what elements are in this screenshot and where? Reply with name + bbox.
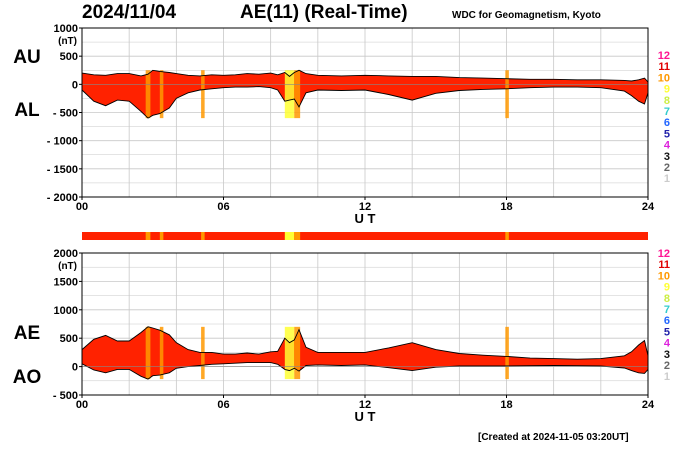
y-axis-unit: (nT) [58,36,77,47]
count-bar-fill [82,232,648,240]
count-highlight [145,70,151,119]
count-highlight [284,326,295,380]
count-highlight [145,326,151,380]
series-label-au: AU [13,47,40,68]
legend-count-label: 2 [664,162,670,174]
count-bar-highlight [201,232,205,240]
legend-count-label: 9 [664,84,670,96]
x-tick-label: 24 [642,201,655,213]
legend-count-label: 4 [664,140,671,152]
created-timestamp: [Created at 2024-11-05 03:20UT] [478,432,629,443]
legend-count-label: 10 [658,72,670,84]
y-tick-label: - 2000 [47,192,78,204]
legend-count-label: 9 [664,282,670,294]
envelope-area [82,326,648,380]
legend-count-label: 1 [664,173,670,185]
y-tick-label: - 1500 [47,164,78,176]
x-tick-label: 18 [500,399,512,411]
x-tick-label: 18 [500,201,512,213]
x-tick-label: 12 [359,201,371,213]
y-tick-label: - 1000 [47,136,78,148]
x-axis-label: U T [355,409,376,424]
y-tick-label: 1000 [54,23,78,35]
x-tick-label: 00 [76,201,88,213]
x-axis-label: U T [355,211,376,226]
count-highlight [505,326,509,380]
station-count-bar [82,232,648,240]
count-highlight [294,70,301,119]
y-tick-label: 500 [60,333,78,345]
legend-count-label: 12 [658,248,670,260]
x-tick-label: 00 [76,399,88,411]
legend-count-label: 1 [664,371,670,383]
legend-count-label: 3 [664,349,670,361]
legend-count-label: 12 [658,50,670,62]
series-label-al: AL [14,100,40,121]
count-highlight [159,70,164,119]
y-tick-label: - 500 [53,390,78,402]
al-series-line [81,86,649,119]
au-al-panel: 1000 500 0 - 500 - 1000 - 1500 - 2000 (nT) 00 06 1… [13,23,671,226]
legend-count-label: 11 [658,259,670,271]
count-highlight [505,70,509,119]
legend-count-label: 6 [664,117,670,129]
count-bar-highlight [284,232,295,240]
x-tick-label: 06 [217,201,229,213]
count-bar-highlight [159,232,164,240]
count-highlight [201,326,205,380]
ae-series-line [81,326,649,360]
au-series-line [81,69,649,83]
count-bar-highlight [505,232,509,240]
y-tick-label: 1000 [54,305,78,317]
legend-count-label: 2 [664,360,670,372]
y-tick-label: 0 [72,79,78,91]
y-tick-label: 1500 [54,276,78,288]
count-bar-highlight [145,232,151,240]
y-tick-label: 500 [60,51,78,63]
legend-count-label: 8 [664,95,670,107]
x-tick-label: 24 [642,399,655,411]
x-tick-label: 06 [217,399,229,411]
count-highlight [201,70,205,119]
legend-count-label: 7 [664,106,670,118]
series-label-ae: AE [14,323,40,344]
legend-count-label: 10 [658,270,670,282]
legend-count-label: 6 [664,315,670,327]
y-tick-label: - 500 [53,108,78,120]
legend-count-label: 5 [664,326,670,338]
legend-count-label: 7 [664,304,670,316]
plot-date: 2024/11/04 [82,2,177,23]
x-tick-label: 12 [359,399,371,411]
credit-text: WDC for Geomagnetism, Kyoto [452,10,601,21]
count-highlight [159,326,164,380]
legend-count-label: 11 [658,61,670,73]
y-axis-unit: (nT) [58,261,77,272]
ao-series-line [81,362,649,380]
series-label-ao: AO [13,367,42,388]
legend-count-label: 4 [664,338,671,350]
count-highlight [294,326,301,380]
plot-title: AE(11) (Real-Time) [240,2,408,23]
y-tick-label: 2000 [54,248,78,260]
count-highlight [284,70,295,119]
count-bar-highlight [294,232,301,240]
legend-count-label: 8 [664,293,670,305]
y-tick-label: 0 [72,362,78,374]
legend-count-label: 5 [664,128,670,140]
legend-count-label: 3 [664,151,670,163]
